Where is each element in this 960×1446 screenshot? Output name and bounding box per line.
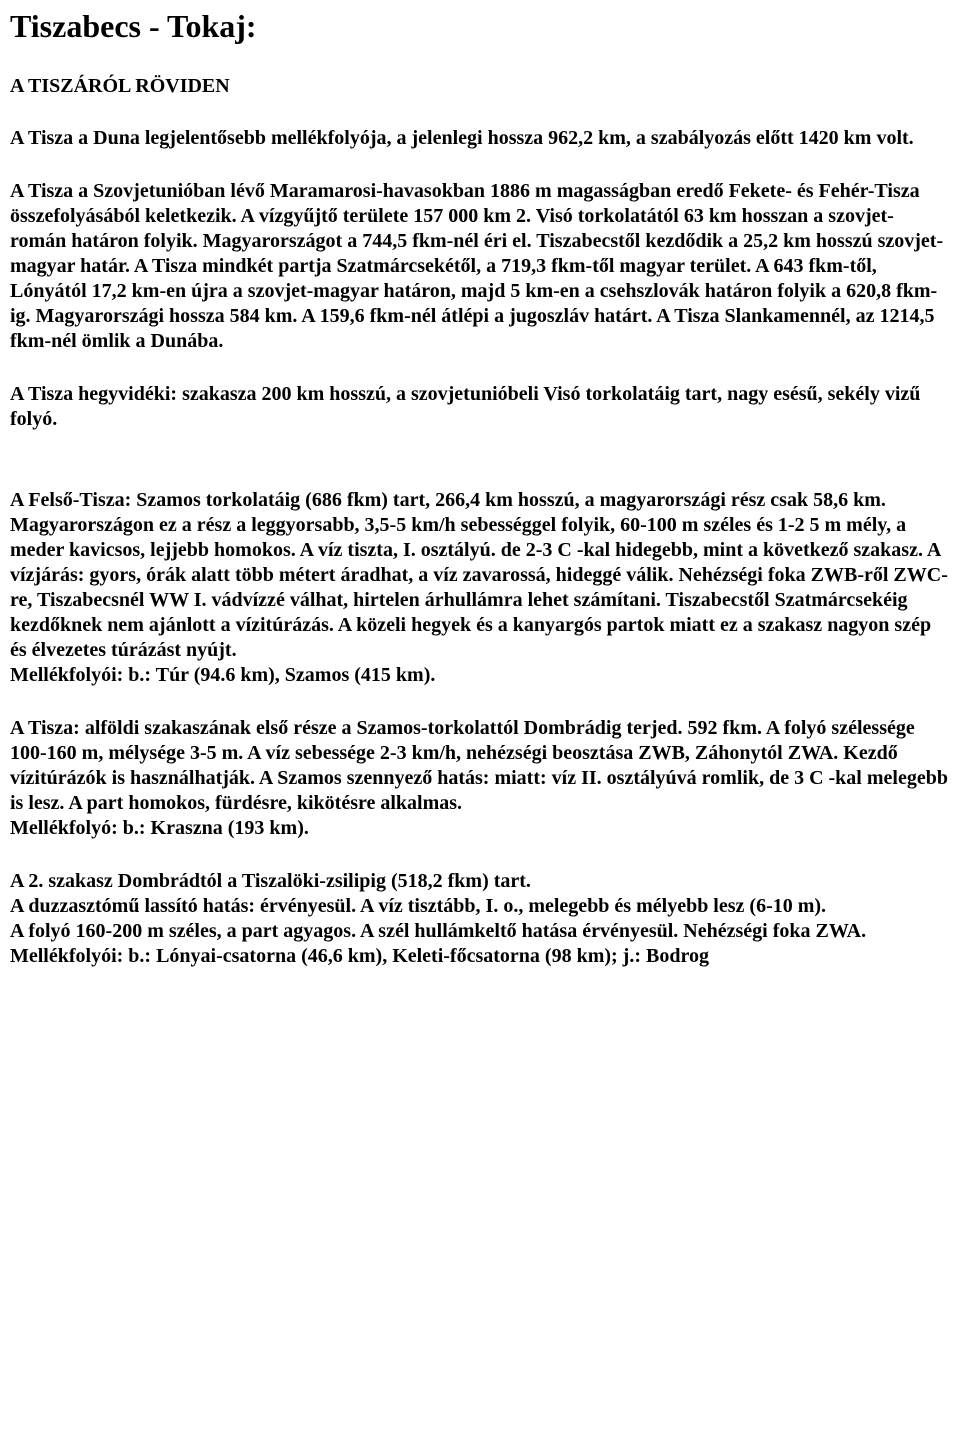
paragraph-intro: A Tisza a Duna legjelentősebb mellékfoly…: [10, 126, 950, 151]
section-heading: A TISZÁRÓL RÖVIDEN: [10, 75, 950, 98]
page-title: Tiszabecs - Tokaj:: [10, 8, 950, 45]
paragraph-lowland-first: A Tisza: alföldi szakaszának első része …: [10, 716, 950, 841]
paragraph-upper-tisza: A Felső-Tisza: Szamos torkolatáig (686 f…: [10, 488, 950, 688]
paragraph-section-two: A 2. szakasz Dombrádtól a Tiszalöki-zsil…: [10, 869, 950, 969]
paragraph-source: A Tisza a Szovjetunióban lévő Maramarosi…: [10, 179, 950, 354]
spacer: [10, 460, 950, 488]
paragraph-mountain-section: A Tisza hegyvidéki: szakasza 200 km hoss…: [10, 382, 950, 432]
